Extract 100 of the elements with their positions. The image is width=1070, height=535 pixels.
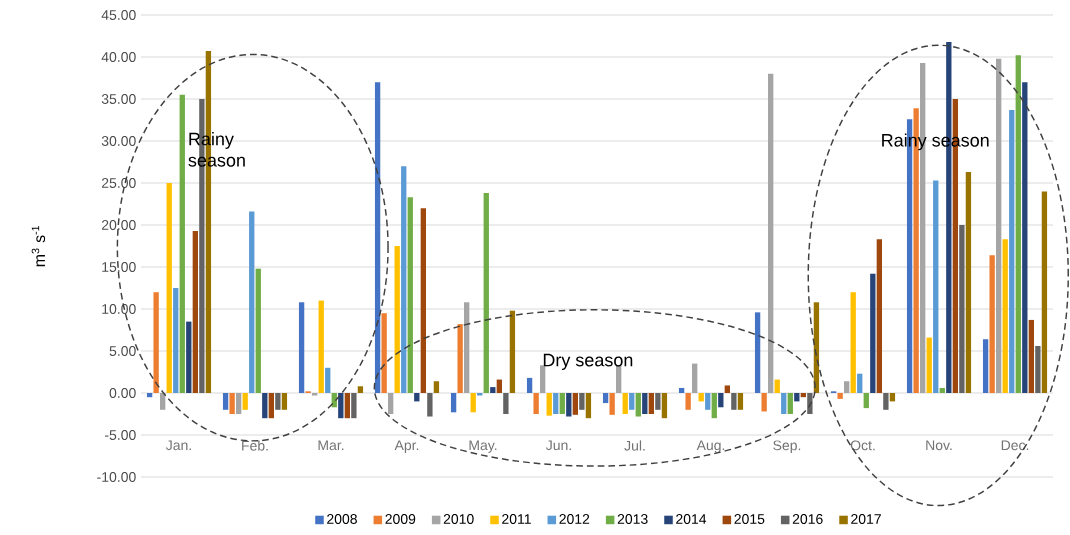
bar bbox=[546, 393, 552, 416]
bar bbox=[325, 367, 331, 393]
bar bbox=[262, 393, 268, 419]
bar bbox=[540, 365, 546, 393]
bar bbox=[490, 387, 496, 393]
bar bbox=[160, 393, 166, 410]
bar bbox=[876, 239, 883, 393]
bar bbox=[996, 58, 1002, 393]
x-tick-label: Feb. bbox=[242, 440, 268, 451]
legend-label: 2008 bbox=[327, 514, 357, 524]
bar bbox=[192, 230, 198, 393]
bar bbox=[553, 393, 559, 414]
bar bbox=[857, 373, 863, 393]
legend-label: 2015 bbox=[734, 514, 765, 524]
legend-label: 2016 bbox=[792, 514, 823, 524]
bar bbox=[374, 82, 381, 393]
bar bbox=[863, 393, 869, 409]
x-tick-label: Nov. bbox=[926, 440, 952, 451]
bar bbox=[609, 393, 615, 415]
bar bbox=[236, 393, 242, 414]
y-tick-label: 45.00 bbox=[101, 10, 136, 20]
bar bbox=[229, 393, 235, 414]
bar bbox=[312, 393, 318, 396]
bar bbox=[186, 321, 192, 393]
x-tick-label: Sep. bbox=[773, 440, 801, 454]
y-tick-label: 25.00 bbox=[101, 178, 136, 188]
bar bbox=[457, 324, 463, 393]
bar bbox=[420, 208, 426, 393]
bar bbox=[737, 393, 744, 410]
bar bbox=[388, 393, 394, 414]
bar bbox=[401, 166, 407, 393]
x-tick-label: Oct. bbox=[850, 440, 875, 451]
y-tick-label: -10.00 bbox=[97, 472, 136, 482]
bar bbox=[678, 387, 685, 393]
bar bbox=[298, 302, 305, 393]
bar bbox=[926, 337, 932, 393]
bar bbox=[281, 393, 288, 410]
x-tick-label: Jul. bbox=[624, 440, 645, 451]
bar bbox=[844, 381, 850, 393]
bar bbox=[761, 393, 767, 412]
bar bbox=[275, 393, 281, 410]
bar bbox=[1022, 82, 1028, 393]
y-tick-label: 0.00 bbox=[109, 388, 136, 398]
y-tick-label: -5.00 bbox=[105, 430, 136, 440]
bar bbox=[692, 363, 698, 393]
bar bbox=[642, 393, 648, 414]
bar bbox=[982, 339, 989, 393]
bar bbox=[754, 312, 761, 393]
bar bbox=[622, 393, 628, 414]
legend-label: 2017 bbox=[851, 514, 881, 524]
annotation: Dry season bbox=[543, 353, 633, 370]
x-tick-label: Jun. bbox=[545, 440, 571, 451]
bar bbox=[731, 393, 737, 410]
bar bbox=[807, 393, 813, 414]
legend-label: 2009 bbox=[385, 514, 416, 524]
bar bbox=[394, 246, 400, 393]
bar bbox=[268, 393, 274, 419]
bar bbox=[870, 273, 876, 393]
bar bbox=[939, 387, 945, 393]
bar bbox=[526, 377, 533, 393]
bar bbox=[249, 211, 255, 393]
bar bbox=[344, 393, 350, 419]
bar bbox=[724, 385, 731, 393]
y-tick-label: 20.00 bbox=[101, 220, 136, 230]
bar bbox=[711, 393, 717, 419]
bar bbox=[989, 255, 995, 393]
bar bbox=[774, 379, 780, 393]
bar bbox=[933, 180, 939, 393]
legend-label: 2010 bbox=[443, 514, 474, 524]
bar bbox=[503, 393, 509, 414]
bar bbox=[242, 393, 248, 410]
bar bbox=[477, 393, 483, 396]
bar bbox=[173, 288, 179, 393]
bar bbox=[464, 302, 470, 393]
bar bbox=[585, 393, 592, 419]
y-tick-label: 15.00 bbox=[102, 262, 136, 272]
bar bbox=[166, 183, 172, 393]
bar bbox=[496, 379, 503, 393]
bar bbox=[1009, 109, 1015, 393]
bar bbox=[787, 393, 793, 414]
bar bbox=[959, 225, 965, 393]
y-axis-title: m$^{3}$ s$^{-1}$ bbox=[31, 225, 46, 267]
legend-label: 2014 bbox=[676, 514, 707, 524]
bar bbox=[1035, 345, 1041, 393]
bar bbox=[222, 393, 229, 410]
bar bbox=[685, 393, 691, 410]
x-tick-label: May. bbox=[469, 440, 497, 453]
bar bbox=[427, 393, 433, 417]
bar bbox=[559, 393, 565, 414]
y-tick-label: 10.00 bbox=[102, 304, 136, 314]
bar bbox=[1028, 319, 1035, 393]
legend-label: 2013 bbox=[617, 514, 648, 524]
bar bbox=[1041, 191, 1048, 393]
y-tick-label: 5.00 bbox=[109, 346, 136, 356]
bar bbox=[965, 172, 972, 393]
bar bbox=[781, 393, 787, 414]
legend-label: 2011 bbox=[502, 514, 531, 524]
x-tick-label: Jan. bbox=[165, 440, 191, 451]
bar bbox=[648, 393, 655, 414]
bar bbox=[800, 393, 807, 398]
